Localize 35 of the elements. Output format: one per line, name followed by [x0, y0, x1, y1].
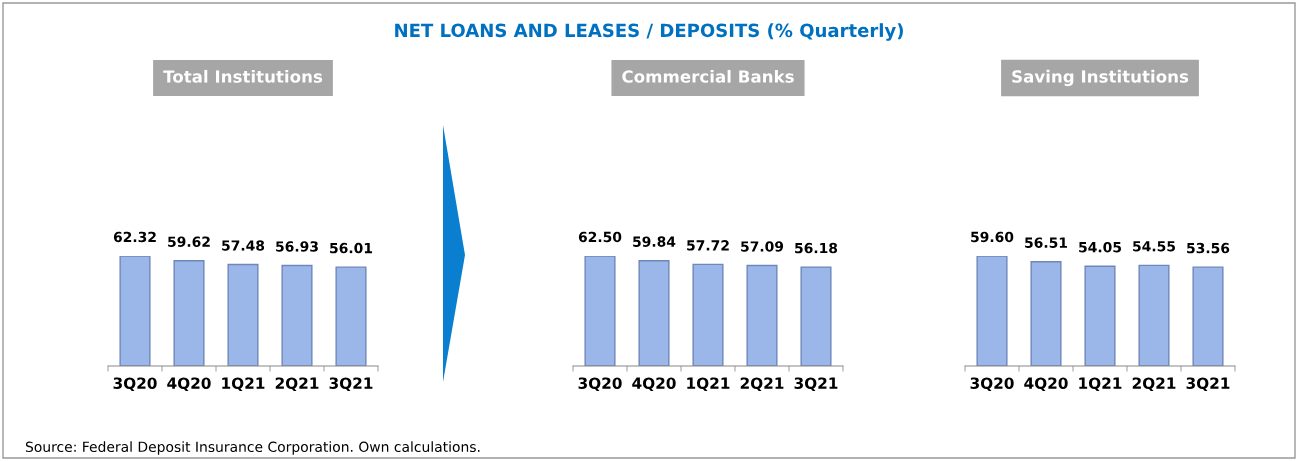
- x-tick-label: 4Q20: [632, 377, 676, 391]
- data-label: 56.01: [330, 242, 373, 254]
- x-tick-label: 3Q21: [1186, 377, 1230, 391]
- data-label: 57.72: [687, 240, 729, 251]
- x-tick-label: 1Q21: [222, 377, 265, 391]
- chart-title: Saving Institutions: [1012, 69, 1189, 87]
- data-label: 62.32: [113, 231, 156, 243]
- x-tick-label: 4Q20: [167, 377, 211, 391]
- x-tick-label: 3Q20: [113, 377, 157, 391]
- data-label: 56.51: [1025, 237, 1068, 248]
- x-tick-label: 2Q21: [740, 377, 784, 391]
- source-note: Source: Federal Deposit Insurance Corporation. Own calculations.: [25, 441, 480, 455]
- data-label: 59.84: [633, 236, 676, 247]
- data-label: 53.56: [1187, 242, 1230, 254]
- x-tick-label: 1Q21: [1079, 377, 1122, 391]
- chart-title: Commercial Banks: [622, 69, 794, 83]
- x-tick-label: 3Q21: [794, 377, 838, 391]
- chart-title: Total Institutions: [163, 69, 323, 83]
- data-label: 54.05: [1079, 241, 1121, 253]
- x-tick-label: 4Q20: [1024, 377, 1068, 391]
- x-tick-label: 2Q21: [1132, 377, 1176, 391]
- x-tick-label: 3Q20: [970, 377, 1014, 391]
- x-tick-label: 3Q21: [329, 377, 373, 391]
- data-label: 59.60: [971, 231, 1014, 243]
- data-label: 56.18: [795, 242, 838, 254]
- data-label: 57.09: [741, 241, 784, 252]
- data-label: 54.55: [1133, 241, 1175, 252]
- data-label: 57.48: [222, 240, 265, 251]
- x-tick-label: 1Q21: [687, 377, 730, 391]
- data-label: 62.50: [578, 231, 622, 243]
- data-label: 59.62: [168, 236, 210, 247]
- x-tick-label: 2Q21: [275, 377, 319, 391]
- data-label: 56.93: [276, 241, 318, 252]
- text: NET LOANS AND LEASES / DEPOSITS (% Quarterly): [395, 23, 903, 41]
- x-tick-label: 3Q20: [578, 377, 622, 391]
